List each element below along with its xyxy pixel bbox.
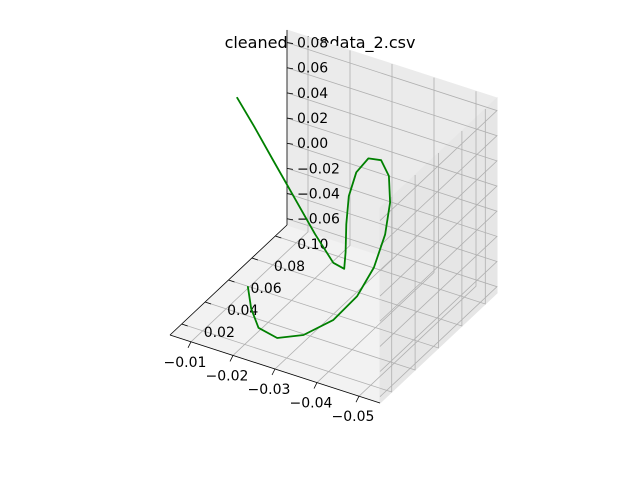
- y-tick-label: 0.08: [274, 259, 305, 275]
- z-tick-label: −0.04: [297, 187, 340, 203]
- grid-line-z: [286, 92, 498, 272]
- y-tick-mark: [275, 235, 282, 239]
- series-line-0: [236, 96, 392, 339]
- grid-line-z: [286, 117, 498, 297]
- y-tick-label: 0.02: [204, 325, 235, 341]
- z-tick-label: 0.04: [297, 86, 328, 102]
- y-tick-label: 0.10: [297, 237, 328, 253]
- x-tick-mark: [313, 382, 318, 389]
- z-tick-mark: [286, 218, 294, 221]
- x-tick-mark: [187, 341, 192, 348]
- x-tick-label: −0.02: [206, 368, 249, 384]
- grid-line-z: [286, 42, 498, 221]
- z-tick-mark: [286, 142, 294, 145]
- grid-line-y: [228, 153, 439, 349]
- x-tick-mark: [355, 396, 360, 403]
- z-tick-mark: [286, 67, 294, 70]
- z-tick-label: 0.00: [297, 136, 328, 152]
- grid-line-z: [286, 168, 498, 347]
- x-tick-mark: [271, 368, 276, 376]
- z-tick-label: −0.02: [297, 161, 340, 177]
- z-tick-mark: [286, 167, 294, 170]
- z-tick-mark: [286, 117, 294, 120]
- z-tick-label: −0.06: [297, 212, 340, 228]
- y-tick-mark: [228, 279, 235, 283]
- grid-line-y: [204, 175, 416, 371]
- y-tick-mark: [181, 323, 188, 327]
- grid-lines: [181, 36, 498, 397]
- x-tick-label: −0.05: [332, 409, 375, 425]
- grid-line-z: [286, 193, 498, 372]
- y-tick-mark: [251, 257, 259, 261]
- grid-line-z: [286, 142, 498, 322]
- grid-line-x: [358, 91, 477, 397]
- x-tick-label: −0.03: [248, 382, 291, 398]
- grid-line-z: [286, 218, 498, 397]
- z-tick-mark: [286, 92, 294, 95]
- grid-line-x: [232, 50, 351, 356]
- data-series: [236, 96, 392, 339]
- y-tick-mark: [204, 301, 212, 305]
- grid-line-x: [316, 77, 435, 383]
- z-tick-mark: [286, 42, 294, 44]
- grid-line-y: [181, 197, 393, 393]
- grid-line-z: [286, 67, 498, 246]
- grid-line-x: [190, 36, 309, 343]
- z-tick-label: 0.02: [297, 111, 328, 127]
- x-tick-mark: [229, 355, 234, 362]
- grid-line-y: [251, 131, 463, 327]
- z-tick-label: 0.06: [297, 61, 328, 77]
- x-tick-label: −0.04: [290, 396, 333, 412]
- x-tick-label: −0.01: [164, 355, 207, 371]
- tick-labels: −0.05−0.04−0.03−0.02−0.010.020.040.060.0…: [164, 36, 375, 426]
- z-tick-label: 0.08: [297, 36, 328, 52]
- y-tick-label: 0.06: [251, 281, 282, 297]
